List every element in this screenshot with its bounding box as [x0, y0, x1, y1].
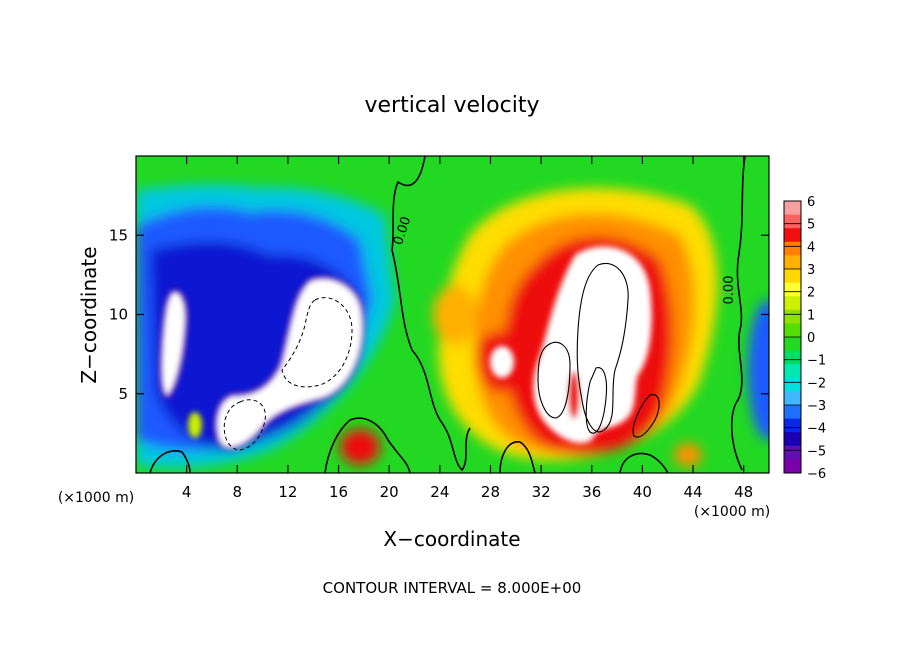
contour-interval-footer: CONTOUR INTERVAL = 8.000E+00	[323, 579, 582, 597]
colorbar-swatch	[784, 255, 801, 270]
updraft-side-saturated-core	[490, 346, 514, 378]
x-tick-label: 4	[182, 483, 192, 501]
colorbar-swatch	[784, 350, 801, 365]
colorbar-swatch	[784, 228, 801, 243]
zero-contour-bottom-c	[619, 452, 669, 473]
colorbar-swatch	[784, 391, 801, 406]
updraft-contour-inner-a	[537, 341, 571, 419]
y-axis-ticks: 5 10 15	[109, 226, 769, 403]
colorbar-swatch	[784, 337, 801, 352]
x-tick-label: 40	[633, 483, 652, 501]
updraft-red-streak	[568, 371, 580, 419]
zero-contour-bottom-a	[499, 441, 536, 473]
updraft-contour-outer	[576, 262, 629, 433]
y-tick-label: 10	[109, 306, 128, 324]
x-tick-label: 28	[481, 483, 500, 501]
x-tick-label: 36	[582, 483, 601, 501]
mid-warm-patch	[433, 285, 477, 345]
left-saturated-core	[159, 289, 188, 399]
low-level-updraft-cell	[340, 429, 380, 465]
colorbar-tick-label: −4	[807, 422, 826, 437]
colorbar-swatch	[784, 459, 801, 474]
x-tick-label: 16	[329, 483, 348, 501]
x-axis-ticks: 4 8 12 16 20 24 28 32 36 40 44 48	[182, 156, 753, 501]
colorbar-swatch	[784, 377, 801, 392]
colorbar: 6 5 4 3 2 1 0 −1 −2 −3 −4 −5 −6	[783, 195, 826, 482]
colorbar-swatch	[784, 445, 801, 460]
x-tick-label: 20	[380, 483, 399, 501]
y-tick-label: 5	[118, 385, 128, 403]
x-tick-label: 44	[683, 483, 702, 501]
colorbar-swatch	[784, 323, 801, 338]
colorbar-tick-label: 0	[807, 331, 815, 346]
colorbar-tick-label: 2	[807, 286, 815, 301]
contour-lines	[149, 156, 746, 473]
colorbar-swatch	[784, 418, 801, 433]
x-unit-label-left: (×1000 m)	[58, 490, 134, 506]
updraft-contour-inner-c	[632, 394, 660, 438]
zero-contour-right	[730, 156, 746, 471]
colorbar-swatch	[784, 364, 801, 379]
low-level-updraft-cell-east	[674, 443, 702, 467]
colorbar-tick-label: −1	[807, 354, 826, 369]
zero-contour-left	[391, 156, 471, 472]
colorbar-tick-label: −6	[807, 467, 826, 482]
saturated-cores	[159, 246, 652, 451]
y-tick-label: 15	[109, 226, 128, 244]
x-unit-label-right: (×1000 m)	[694, 504, 770, 520]
colorbar-swatch	[784, 282, 801, 297]
zero-contour-bottom-b	[149, 450, 191, 473]
chart-title: vertical velocity	[364, 93, 539, 118]
colorbar-swatch	[784, 405, 801, 420]
colorbar-tick-label: −2	[807, 376, 826, 391]
y-axis-label: Z−coordinate	[77, 246, 101, 383]
colorbar-tick-label: 4	[807, 240, 815, 255]
zero-contour-lower	[324, 417, 411, 473]
x-tick-label: 24	[430, 483, 449, 501]
colorbar-swatch	[784, 201, 801, 216]
updraft-saturated-core	[533, 246, 652, 444]
updraft-contour-inner-b	[585, 367, 608, 434]
colorbar-tick-label: −5	[807, 444, 826, 459]
negative-contour-lines	[223, 297, 353, 451]
colorbar-swatch	[784, 432, 801, 447]
x-tick-label: 32	[532, 483, 551, 501]
colorbar-swatch	[784, 309, 801, 324]
right-edge-downdraft	[748, 300, 769, 440]
negative-contour-lower	[223, 399, 266, 451]
lower-left-saturated-core	[188, 412, 202, 438]
colorbar-tick-label: 1	[807, 308, 815, 323]
colorbar-tick-label: 5	[807, 218, 815, 233]
x-tick-label: 12	[278, 483, 297, 501]
colorbar-tick-label: −3	[807, 399, 826, 414]
colorbar-swatch	[784, 269, 801, 284]
colorbar-tick-label: 3	[807, 263, 815, 278]
downdraft-saturated-core	[214, 276, 365, 451]
colorbar-swatch	[784, 296, 801, 311]
colorbar-tick-label: 6	[807, 195, 815, 210]
x-tick-label: 8	[233, 483, 243, 501]
contour-label-zero-right: 0.00	[722, 276, 737, 305]
plot-area: 0.00 0.00	[136, 156, 769, 473]
x-axis-label: X−coordinate	[383, 527, 520, 551]
colorbar-swatch	[784, 241, 801, 256]
colorbar-swatch	[784, 214, 801, 229]
x-tick-label: 48	[734, 483, 753, 501]
